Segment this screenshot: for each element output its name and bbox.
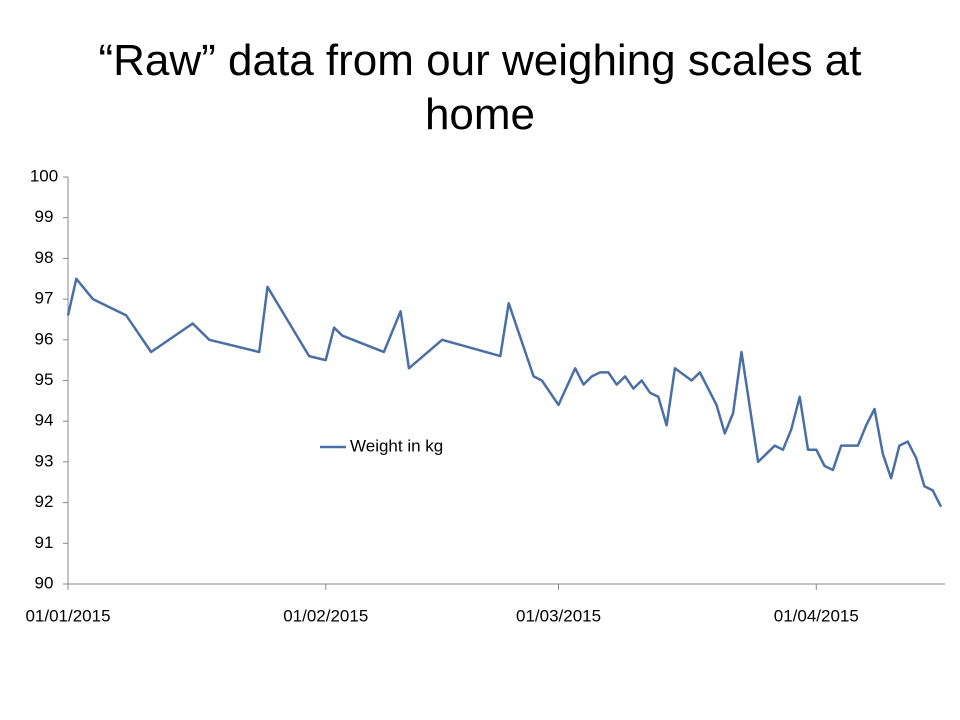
y-tick-label: 97 [35, 289, 54, 308]
x-tick-label: 01/02/2015 [283, 606, 368, 625]
y-tick-label: 92 [35, 492, 54, 511]
line [66, 277, 943, 508]
y-tick-label: 99 [35, 207, 54, 226]
y-tick-label: 94 [35, 411, 54, 430]
y-tick-label: 91 [35, 533, 54, 552]
chart-title: “Raw” data from our weighing scales at h… [98, 36, 862, 139]
y-tick-label: 95 [35, 370, 54, 389]
y-tick-label: 98 [35, 248, 54, 267]
x-tick-label: 01/03/2015 [516, 606, 601, 625]
y-tick-label: 100 [30, 166, 58, 185]
y-tick-label: 96 [35, 329, 54, 348]
y-tick-label: 90 [35, 573, 54, 592]
x-tick-label: 01/01/2015 [25, 606, 110, 625]
y-tick-label: 93 [35, 451, 54, 470]
x-tick-label: 01/04/2015 [774, 606, 859, 625]
legend-label: Weight in kg [350, 436, 443, 455]
